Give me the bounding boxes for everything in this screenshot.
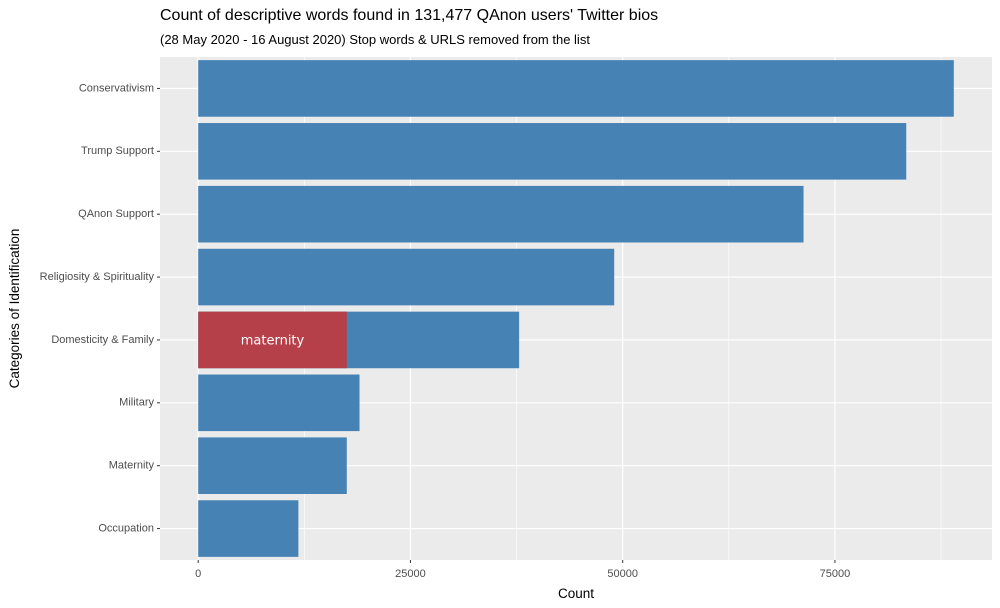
y-axis-title: Categories of Identification — [7, 229, 22, 389]
x-tick-label: 50000 — [607, 568, 638, 580]
bar-qanon-support — [198, 185, 804, 243]
bar-military — [198, 374, 360, 432]
y-tick-label: QAnon Support — [78, 208, 154, 220]
y-tick-label: Maternity — [109, 460, 155, 472]
bar-conservativism — [198, 60, 954, 117]
x-tick-label: 75000 — [820, 568, 851, 580]
highlight-label: maternity — [241, 333, 305, 348]
x-tick-label: 0 — [195, 568, 201, 580]
y-tick-label: Military — [119, 397, 154, 409]
y-tick-label: Domesticity & Family — [51, 334, 154, 346]
y-tick-label: Trump Support — [81, 145, 154, 157]
x-tick-label: 25000 — [395, 568, 426, 580]
bar-maternity — [198, 437, 347, 494]
highlight-segment — [198, 311, 347, 369]
x-axis-title: Count — [558, 586, 594, 601]
y-tick-label: Occupation — [98, 522, 154, 534]
bar-religiosity-spirituality — [198, 248, 615, 306]
chart-title: Count of descriptive words found in 131,… — [160, 7, 659, 24]
bar-trump-support — [198, 123, 907, 180]
bar-occupation — [198, 500, 299, 557]
y-tick-label: Religiosity & Spirituality — [40, 271, 155, 283]
y-tick-label: Conservativism — [79, 82, 154, 94]
chart-subtitle: (28 May 2020 - 16 August 2020) Stop word… — [160, 32, 590, 47]
